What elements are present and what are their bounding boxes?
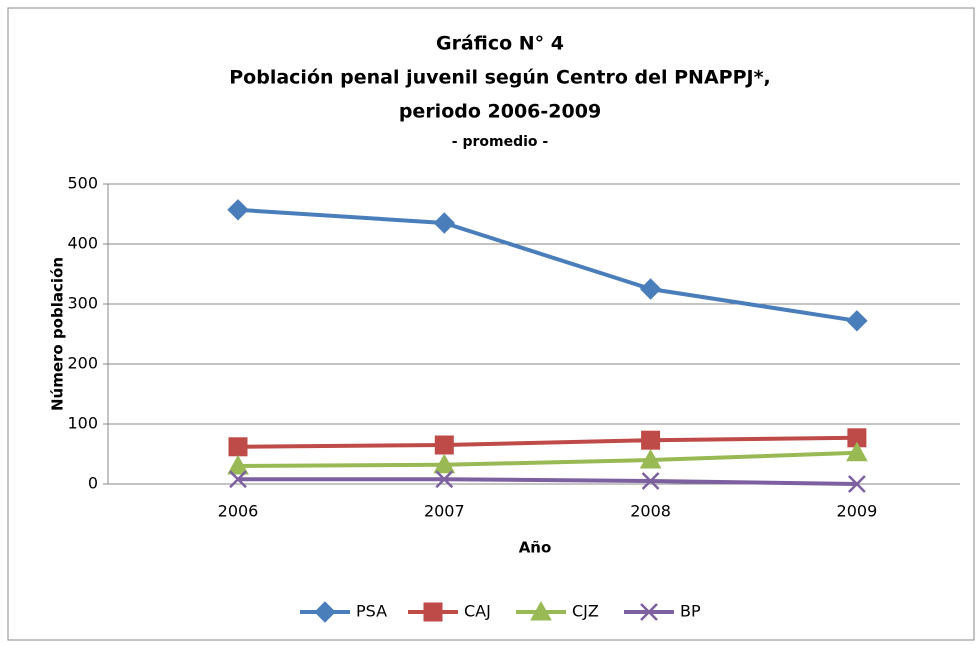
x-tick-label: 2009: [837, 502, 878, 521]
x-tick-label: 2008: [630, 502, 671, 521]
y-tick-label: 100: [67, 414, 98, 433]
series-line: [237, 450, 857, 468]
data-point: [641, 472, 660, 490]
legend-marker: [640, 603, 658, 621]
chart-title: Población penal juvenil según Centro del…: [229, 67, 770, 89]
series-line: [237, 435, 857, 449]
y-axis-label: Número población: [49, 257, 67, 411]
y-tick-label: 200: [67, 354, 98, 373]
chart-title: Gráfico N° 4: [436, 33, 564, 55]
y-tick-label: 300: [67, 294, 98, 313]
data-point: [433, 212, 456, 234]
data-point: [846, 310, 868, 332]
legend-marker: [314, 601, 336, 623]
data-point: [228, 437, 248, 457]
legend-label: PSA: [356, 602, 387, 621]
chart-subtitle: - promedio -: [452, 134, 549, 150]
data-point: [435, 470, 454, 489]
data-point: [641, 430, 661, 450]
legend-label: CJZ: [572, 602, 599, 621]
data-point: [846, 441, 868, 462]
data-point: [227, 199, 249, 221]
series-line: [238, 477, 857, 486]
data-point: [639, 448, 662, 469]
y-tick-label: 500: [67, 174, 98, 193]
legend-marker: [530, 600, 552, 621]
data-point: [227, 454, 249, 475]
y-tick-label: 0: [88, 474, 98, 493]
data-point: [433, 453, 456, 474]
data-point: [639, 278, 662, 300]
x-tick-label: 2006: [218, 502, 259, 521]
x-tick-label: 2007: [424, 502, 465, 521]
data-point: [848, 475, 866, 493]
chart-frame: [7, 7, 975, 641]
chart-title: periodo 2006-2009: [399, 101, 601, 123]
data-point: [434, 435, 454, 455]
x-axis-label: Año: [519, 539, 552, 557]
series-line: [237, 207, 858, 323]
legend-label: CAJ: [464, 602, 491, 621]
legend-marker: [423, 602, 443, 622]
data-point: [229, 470, 247, 489]
legend-label: BP: [680, 602, 701, 621]
y-tick-label: 400: [67, 234, 98, 253]
